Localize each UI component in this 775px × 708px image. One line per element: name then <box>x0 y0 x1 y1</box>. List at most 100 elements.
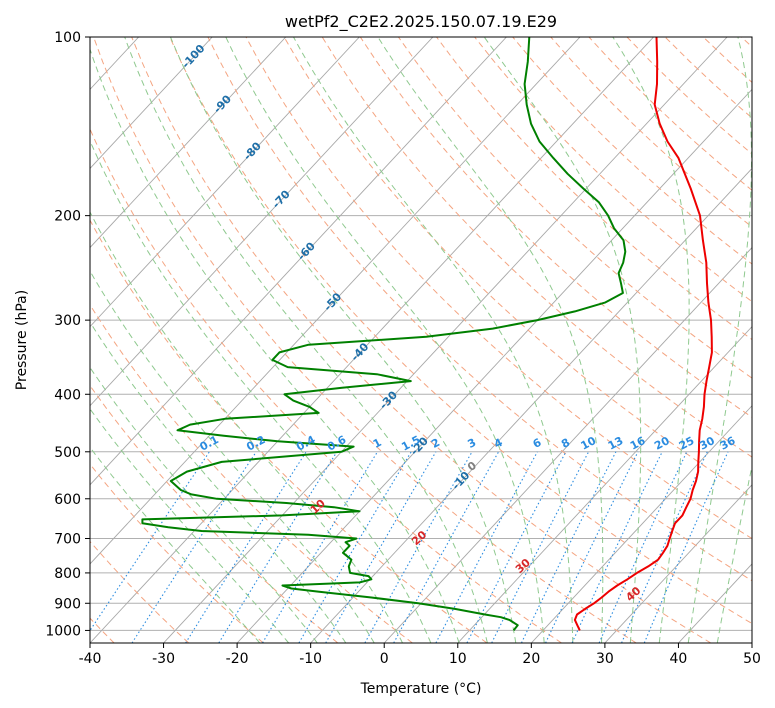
y-tick-label: 100 <box>54 30 81 46</box>
mixing-ratio-line <box>131 451 257 643</box>
isotherm-line <box>457 325 752 643</box>
isotherm-line <box>236 88 752 643</box>
isotherm-line <box>90 37 360 328</box>
isotherm-line <box>383 246 752 643</box>
mixing-ratio-label: 25 <box>677 434 697 453</box>
isotherm-line <box>90 37 213 170</box>
moist-adiabat <box>225 37 545 643</box>
mixing-ratio-line <box>598 451 688 643</box>
mixing-ratio-label: 16 <box>628 434 648 453</box>
data-series <box>141 37 713 632</box>
isotherm-line <box>604 484 752 643</box>
isotherm-line <box>90 37 287 249</box>
dewpoint-profile <box>141 37 627 632</box>
mixing-ratio-line <box>435 451 538 643</box>
dry-adiabat <box>90 540 190 643</box>
x-tick-label: 20 <box>522 651 540 667</box>
mixing-ratio-line <box>643 451 729 643</box>
dry-adiabat <box>512 37 752 265</box>
moist-adiabat <box>170 37 517 643</box>
mixing-ratio-line <box>621 451 708 643</box>
dry-adiabat <box>588 37 752 191</box>
x-tick-label: 10 <box>449 651 467 667</box>
dry-adiabat <box>740 37 752 48</box>
x-tick-label: 30 <box>596 651 614 667</box>
moist-adiabat <box>90 139 432 643</box>
moist-adiabat <box>293 37 574 643</box>
mixing-ratio-label: 20 <box>652 434 672 453</box>
mixing-ratio-line <box>491 451 590 643</box>
y-tick-label: 1000 <box>45 623 81 639</box>
dry-adiabat <box>131 37 712 643</box>
moist-adiabat-label: 0 <box>465 459 479 474</box>
dry-adiabat <box>93 37 637 643</box>
y-tick-label: 500 <box>54 445 81 461</box>
x-tick-label: 0 <box>380 651 389 667</box>
moist-adiabat <box>90 270 375 643</box>
x-axis-label: Temperature (°C) <box>360 681 482 697</box>
y-tick-label: 300 <box>54 313 81 329</box>
mixing-ratio-label: 30 <box>697 434 717 453</box>
dry-adiabat <box>169 37 752 625</box>
dry-adiabat <box>90 303 413 643</box>
dry-adiabat <box>90 463 264 643</box>
moist-adiabat <box>90 210 404 643</box>
mixing-ratio-line <box>520 451 617 643</box>
mixing-ratio-line <box>571 451 663 643</box>
moist-adiabat <box>90 446 261 643</box>
y-tick-label: 900 <box>54 596 81 612</box>
mixing-ratio-label: 0.2 <box>244 433 267 454</box>
y-axis-label: Pressure (hPa) <box>14 290 30 390</box>
mixing-ratio-line <box>90 451 210 632</box>
y-tick-label: 600 <box>54 492 81 508</box>
moist-adiabat <box>90 408 290 643</box>
chart-title: wetPf2_C2E2.2025.150.07.19.E29 <box>285 12 557 32</box>
dry-adiabat <box>397 37 752 379</box>
moist-adiabat <box>483 37 642 643</box>
inner-labels: -100-90-80-70-60-50-40-30-20-100.1 0.2 0.4… <box>179 42 738 604</box>
mixing-ratio-label: 3 <box>465 436 478 451</box>
mixing-ratio-line <box>262 451 378 643</box>
dry-adiabat <box>626 37 752 155</box>
moist-adiabat <box>612 37 690 643</box>
isotherm-line <box>310 167 752 643</box>
mixing-ratio-label: 0.4 <box>294 433 318 454</box>
isotherm-line <box>90 37 581 565</box>
x-tick-label: -10 <box>299 651 322 667</box>
isotherm-line <box>90 37 507 486</box>
x-tick-label: 40 <box>670 651 688 667</box>
x-tick-label: -40 <box>79 651 102 667</box>
background-lines <box>0 37 752 643</box>
dry-adiabat <box>245 37 752 540</box>
dry-adiabat <box>474 37 752 303</box>
dry-adiabat-label: 20 <box>409 528 429 548</box>
dry-adiabat <box>283 37 752 499</box>
isotherm-line <box>0 37 65 643</box>
x-tick-label: 50 <box>743 651 761 667</box>
mixing-ratio-label: 6 <box>531 436 544 451</box>
dry-adiabat-label: 40 <box>623 584 643 604</box>
moist-adiabat <box>90 47 460 643</box>
x-tick-label: -30 <box>152 651 175 667</box>
y-tick-label: 700 <box>54 532 81 548</box>
mixing-ratio-label: 10 <box>579 434 599 453</box>
y-tick-label: 400 <box>54 387 81 403</box>
mixing-ratio-line <box>185 451 307 643</box>
dry-adiabat <box>90 219 488 643</box>
isotherm-line <box>751 642 752 643</box>
moist-adiabat <box>124 37 488 643</box>
moist-adiabat <box>687 37 752 643</box>
mixing-ratio-label: 0.1 <box>198 433 221 454</box>
moist-adiabat <box>377 37 604 643</box>
moist-adiabat <box>90 321 347 643</box>
mixing-ratio-line <box>298 451 412 643</box>
mixing-ratio-label: 36 <box>718 434 738 453</box>
isotherm-line <box>531 405 752 643</box>
mixing-ratio-label: 1 <box>371 436 384 451</box>
isotherm-line <box>163 37 728 643</box>
moist-adiabat <box>716 463 752 643</box>
x-tick-label: -20 <box>226 651 249 667</box>
y-axis-ticks: 100 200 300 400 500 600 700 800 900 1000 <box>45 30 90 639</box>
mixing-ratio-line <box>364 451 473 643</box>
